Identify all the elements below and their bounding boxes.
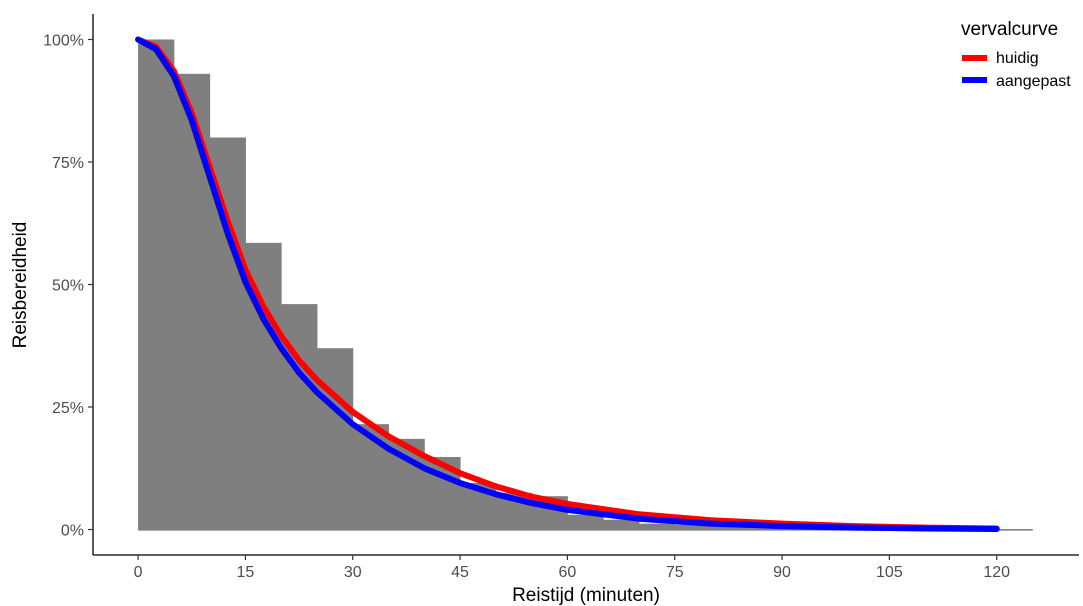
x-tick-label: 75 (666, 564, 684, 581)
y-ticks: 0% 25% 50% 75% 100% (43, 32, 93, 540)
histogram-bar (603, 519, 640, 530)
y-tick-label: 50% (52, 278, 84, 295)
legend: vervalcurve huidig aangepast (961, 19, 1071, 90)
legend-label-aangepast: aangepast (996, 73, 1071, 90)
y-tick-label: 75% (52, 155, 84, 172)
y-tick-label: 0% (61, 523, 84, 540)
x-tick-label: 0 (134, 564, 143, 581)
decay-curves (135, 36, 1000, 532)
histogram-bar (281, 304, 318, 530)
x-tick-label: 30 (344, 564, 362, 581)
series-line-aangepast (135, 36, 1000, 532)
x-tick-label: 15 (237, 564, 255, 581)
histogram-bar (674, 524, 712, 530)
x-tick-label: 120 (983, 564, 1010, 581)
histogram-bar (138, 39, 175, 530)
x-ticks: 0 15 30 45 60 75 90 105 120 (134, 555, 1010, 581)
y-tick-label: 25% (52, 400, 84, 417)
y-tick-label: 100% (43, 32, 84, 49)
histogram-bar (173, 73, 211, 530)
histogram-bar (710, 525, 747, 530)
histogram-bar (567, 514, 604, 530)
x-axis-title: Reistijd (minuten) (512, 585, 660, 606)
histogram-bar (638, 523, 676, 530)
x-tick-label: 90 (773, 564, 791, 581)
histogram-bars (138, 39, 1033, 531)
histogram-bar (316, 348, 354, 530)
x-tick-label: 105 (876, 564, 903, 581)
y-axis-title: Reisbereidheid (10, 222, 31, 349)
legend-title: vervalcurve (961, 19, 1058, 40)
legend-label-huidig: huidig (996, 50, 1039, 67)
x-tick-label: 45 (451, 564, 469, 581)
x-tick-label: 60 (558, 564, 576, 581)
